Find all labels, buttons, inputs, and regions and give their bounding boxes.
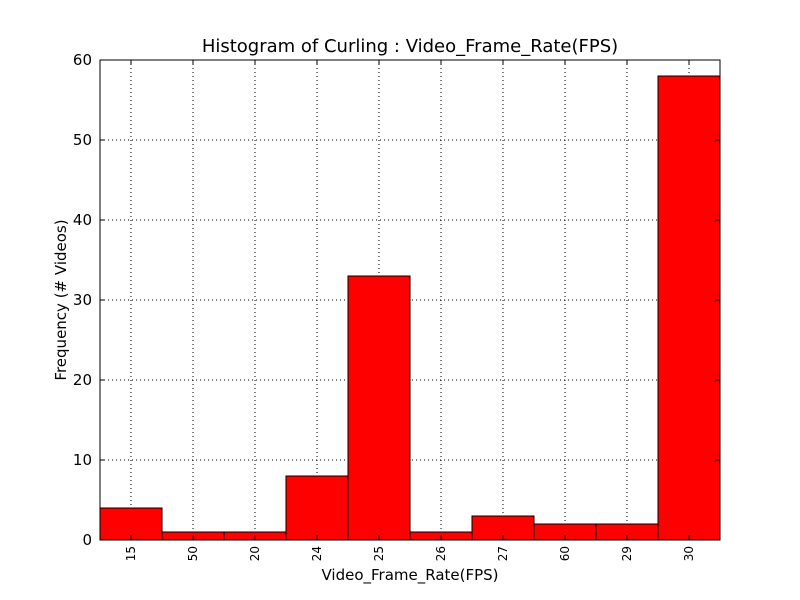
x-tick-label: 24 [310, 546, 324, 561]
bar-15 [99, 507, 163, 541]
y-tick-label: 40 [73, 211, 92, 229]
y-axis-label: Frequency (# Videos) [52, 219, 70, 380]
bar-30 [657, 75, 721, 541]
bars-layer [99, 75, 721, 541]
bar-24 [285, 475, 349, 541]
x-tick-label: 30 [682, 546, 696, 561]
ticks-layer: 0 10 20 30 40 50 60 15 50 20 24 25 26 27 60 29 30 [73, 51, 720, 561]
y-tick-label: 30 [73, 291, 92, 309]
chart-title: Histogram of Curling : Video_Frame_Rate(… [202, 36, 618, 57]
y-tick-label: 60 [73, 51, 92, 69]
x-tick-label: 25 [372, 546, 386, 561]
x-tick-label: 29 [620, 546, 634, 561]
x-axis-label: Video_Frame_Rate(FPS) [321, 566, 498, 585]
x-tick-label: 27 [496, 546, 510, 561]
x-tick-label: 60 [558, 546, 572, 561]
x-tick-label: 15 [124, 546, 138, 561]
x-tick-label: 26 [434, 546, 448, 561]
y-tick-label: 10 [73, 451, 92, 469]
y-tick-label: 20 [73, 371, 92, 389]
x-tick-label: 50 [186, 546, 200, 561]
plot-frame [99, 59, 721, 541]
x-tick-label: 20 [248, 546, 262, 561]
y-tick-label: 0 [82, 531, 92, 549]
y-tick-label: 50 [73, 131, 92, 149]
bar-25 [347, 275, 411, 541]
